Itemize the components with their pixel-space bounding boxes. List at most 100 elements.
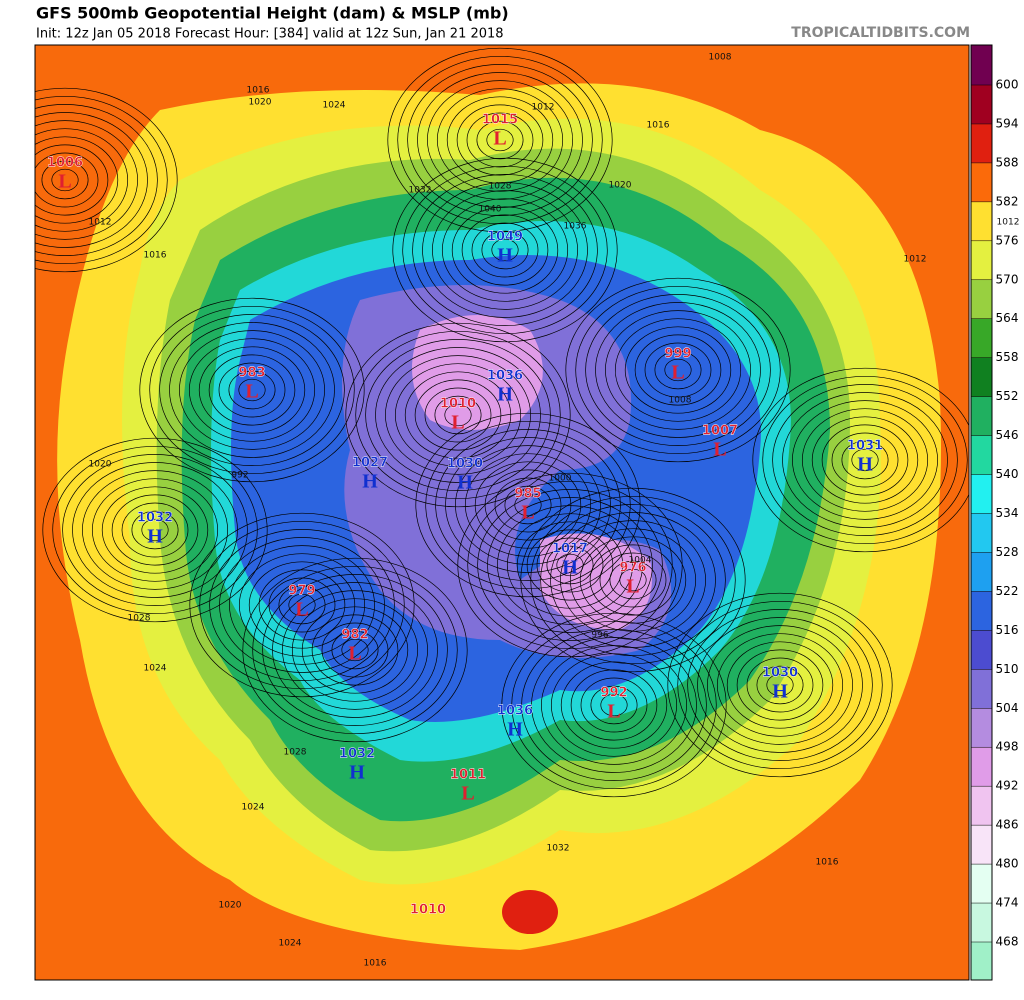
colorbar-label: 522 <box>996 584 1019 598</box>
isobar <box>444 403 472 427</box>
colorbar-label: 480 <box>996 857 1019 871</box>
isobar <box>188 338 316 442</box>
isobar <box>801 408 929 512</box>
isobar <box>355 330 561 500</box>
isobar <box>497 505 643 625</box>
isobar <box>218 362 286 418</box>
isobar <box>609 560 657 600</box>
isobar-label: 1008 <box>709 53 732 63</box>
map <box>35 45 969 980</box>
isobar <box>455 445 601 565</box>
isobar <box>634 334 722 406</box>
isobar <box>504 485 552 525</box>
colorbar-segment <box>971 825 992 865</box>
colorbar-segment <box>971 552 992 592</box>
isobar <box>494 477 562 533</box>
isobar <box>238 378 266 402</box>
isobar <box>402 165 608 335</box>
isobar <box>35 112 148 248</box>
pressure-value: 1036 <box>487 369 523 384</box>
colorbar-segment <box>971 85 992 124</box>
pressure-center: L <box>348 643 361 665</box>
isobar <box>397 55 603 225</box>
isobar <box>415 412 641 598</box>
isobar <box>62 454 248 606</box>
isobar-label: 1028 <box>128 614 151 624</box>
band-492 <box>412 315 652 630</box>
colorbar: 468 474 480 486 492 498 504 510 516 522 528 534 540 5… <box>970 44 1019 981</box>
pressure-value: 1017 <box>552 542 588 557</box>
isobar <box>341 638 369 662</box>
isobar <box>35 152 99 208</box>
isobar <box>427 80 573 200</box>
isobar-label: 1028 <box>284 748 307 758</box>
isobar <box>407 64 593 216</box>
isobar <box>536 537 604 593</box>
pressure-value: 982 <box>341 628 368 643</box>
isobar-label: 996 <box>591 631 608 641</box>
isobar <box>141 518 169 542</box>
isobar-label: 1000 <box>549 474 572 484</box>
isobar <box>345 322 571 508</box>
pressure-value: 985 <box>514 487 541 502</box>
pressure-value: 1032 <box>339 747 375 762</box>
isobar <box>752 367 969 553</box>
isobar <box>414 379 502 451</box>
colorbar-label: 564 <box>996 311 1019 325</box>
colorbar-segment <box>971 903 992 942</box>
pressure-value: 1030 <box>762 666 798 681</box>
isobar <box>511 620 717 790</box>
isobar <box>288 593 316 617</box>
colorbar-segment <box>971 669 992 709</box>
pressure-center: H <box>362 471 378 493</box>
pressure-center: H <box>497 384 513 406</box>
pressure-value: 1027 <box>352 456 388 471</box>
isobar-label: 1032 <box>409 186 432 196</box>
isobar <box>560 661 668 749</box>
isobar <box>766 673 794 697</box>
isobar <box>412 174 598 326</box>
pressure-value: 1006 <box>47 156 83 171</box>
colorbar-label: 492 <box>996 779 1019 793</box>
isobar <box>477 489 663 641</box>
isobar <box>35 95 168 265</box>
isobar <box>521 629 707 781</box>
colorbar-label: 558 <box>996 350 1019 364</box>
isobar <box>457 472 683 658</box>
isobar <box>851 448 879 472</box>
pressure-center: L <box>295 599 308 621</box>
isobar <box>272 582 438 718</box>
isobar <box>461 214 549 286</box>
isobar <box>35 144 109 216</box>
isobar <box>716 633 844 737</box>
colorbar-segment <box>971 708 992 748</box>
isobar-label: 1016 <box>816 858 839 868</box>
isobar <box>198 346 306 434</box>
isobar <box>422 182 588 318</box>
isobar <box>121 502 189 558</box>
isobar <box>228 370 276 410</box>
pressure-value: 1010 <box>440 397 476 412</box>
pressure-center: L <box>713 439 726 461</box>
isobar <box>516 521 624 609</box>
pressure-value: 1049 <box>487 230 523 245</box>
pressure-center: H <box>497 245 513 267</box>
isobar <box>707 625 853 745</box>
colorbar-segment <box>971 864 992 904</box>
pressure-value: 976 <box>619 561 646 576</box>
isobar <box>697 617 863 753</box>
isobar <box>687 609 873 761</box>
isobar <box>82 470 228 590</box>
isobar-label: 1012 <box>532 103 555 113</box>
isobar <box>821 424 909 496</box>
pressure-center: L <box>626 576 639 598</box>
isobar-label: 1024 <box>242 803 265 813</box>
isobar <box>570 669 658 741</box>
isobar <box>599 552 667 608</box>
isobar <box>506 513 634 617</box>
isobar <box>139 297 365 483</box>
pressure-value: 979 <box>288 584 315 599</box>
colorbar-label: 516 <box>996 623 1019 637</box>
isobar <box>35 128 129 232</box>
